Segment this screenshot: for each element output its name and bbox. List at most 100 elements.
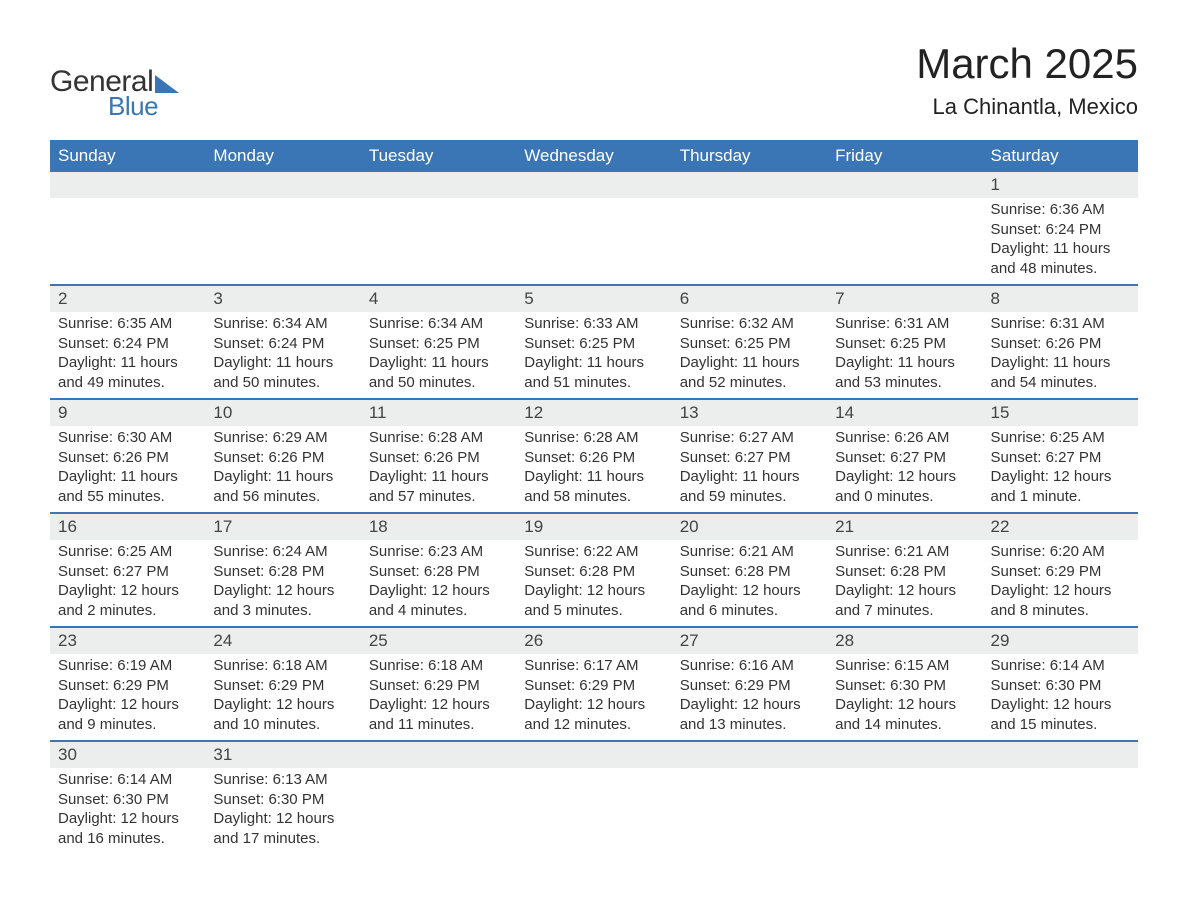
sunset-text: Sunset: 6:28 PM <box>369 562 508 582</box>
day-cell: Sunrise: 6:16 AMSunset: 6:29 PMDaylight:… <box>672 654 827 741</box>
daylight-text: Daylight: 12 hours and 2 minutes. <box>58 581 197 620</box>
day-cell: Sunrise: 6:25 AMSunset: 6:27 PMDaylight:… <box>50 540 205 627</box>
sunset-text: Sunset: 6:29 PM <box>991 562 1130 582</box>
daylight-text: Daylight: 11 hours and 48 minutes. <box>991 239 1130 278</box>
daylight-text: Daylight: 12 hours and 9 minutes. <box>58 695 197 734</box>
sunset-text: Sunset: 6:30 PM <box>213 790 352 810</box>
daylight-text: Daylight: 12 hours and 6 minutes. <box>680 581 819 620</box>
day-cell: Sunrise: 6:31 AMSunset: 6:26 PMDaylight:… <box>983 312 1138 399</box>
sunrise-text: Sunrise: 6:14 AM <box>991 656 1130 676</box>
page-header: General Blue March 2025 La Chinantla, Me… <box>50 40 1138 122</box>
sunset-text: Sunset: 6:29 PM <box>58 676 197 696</box>
sunrise-text: Sunrise: 6:30 AM <box>58 428 197 448</box>
sunrise-text: Sunrise: 6:26 AM <box>835 428 974 448</box>
day-cell <box>205 198 360 285</box>
day-number: 10 <box>205 399 360 426</box>
day-number: 12 <box>516 399 671 426</box>
week-daynum-row: 16171819202122 <box>50 513 1138 540</box>
sunrise-text: Sunrise: 6:14 AM <box>58 770 197 790</box>
sunset-text: Sunset: 6:28 PM <box>680 562 819 582</box>
sunset-text: Sunset: 6:25 PM <box>369 334 508 354</box>
sunrise-text: Sunrise: 6:18 AM <box>213 656 352 676</box>
day-number: 20 <box>672 513 827 540</box>
sunrise-text: Sunrise: 6:24 AM <box>213 542 352 562</box>
logo-text-blue: Blue <box>108 91 179 122</box>
day-number: 21 <box>827 513 982 540</box>
logo-flag-icon <box>155 75 179 93</box>
daylight-text: Daylight: 11 hours and 50 minutes. <box>213 353 352 392</box>
daylight-text: Daylight: 11 hours and 55 minutes. <box>58 467 197 506</box>
day-number: 4 <box>361 285 516 312</box>
day-cell <box>827 198 982 285</box>
daylight-text: Daylight: 12 hours and 15 minutes. <box>991 695 1130 734</box>
month-title: March 2025 <box>916 40 1138 88</box>
day-cell: Sunrise: 6:15 AMSunset: 6:30 PMDaylight:… <box>827 654 982 741</box>
week-content-row: Sunrise: 6:35 AMSunset: 6:24 PMDaylight:… <box>50 312 1138 399</box>
day-cell: Sunrise: 6:14 AMSunset: 6:30 PMDaylight:… <box>50 768 205 854</box>
sunrise-text: Sunrise: 6:29 AM <box>213 428 352 448</box>
sunrise-text: Sunrise: 6:23 AM <box>369 542 508 562</box>
sunrise-text: Sunrise: 6:31 AM <box>835 314 974 334</box>
week-daynum-row: 23242526272829 <box>50 627 1138 654</box>
sunrise-text: Sunrise: 6:19 AM <box>58 656 197 676</box>
day-number: 13 <box>672 399 827 426</box>
day-number: 26 <box>516 627 671 654</box>
sunset-text: Sunset: 6:27 PM <box>835 448 974 468</box>
daylight-text: Daylight: 11 hours and 53 minutes. <box>835 353 974 392</box>
day-cell: Sunrise: 6:34 AMSunset: 6:24 PMDaylight:… <box>205 312 360 399</box>
sunrise-text: Sunrise: 6:28 AM <box>524 428 663 448</box>
sunset-text: Sunset: 6:25 PM <box>835 334 974 354</box>
day-number <box>672 741 827 768</box>
sunset-text: Sunset: 6:24 PM <box>991 220 1130 240</box>
day-cell: Sunrise: 6:17 AMSunset: 6:29 PMDaylight:… <box>516 654 671 741</box>
sunrise-text: Sunrise: 6:36 AM <box>991 200 1130 220</box>
sunset-text: Sunset: 6:28 PM <box>524 562 663 582</box>
sunset-text: Sunset: 6:24 PM <box>58 334 197 354</box>
day-number: 3 <box>205 285 360 312</box>
day-header-sunday: Sunday <box>50 140 205 172</box>
day-header-monday: Monday <box>205 140 360 172</box>
day-number <box>361 172 516 198</box>
sunset-text: Sunset: 6:29 PM <box>524 676 663 696</box>
sunrise-text: Sunrise: 6:18 AM <box>369 656 508 676</box>
day-number: 8 <box>983 285 1138 312</box>
sunrise-text: Sunrise: 6:28 AM <box>369 428 508 448</box>
sunset-text: Sunset: 6:30 PM <box>835 676 974 696</box>
sunset-text: Sunset: 6:27 PM <box>58 562 197 582</box>
sunset-text: Sunset: 6:27 PM <box>991 448 1130 468</box>
day-cell: Sunrise: 6:18 AMSunset: 6:29 PMDaylight:… <box>205 654 360 741</box>
day-cell: Sunrise: 6:26 AMSunset: 6:27 PMDaylight:… <box>827 426 982 513</box>
day-cell: Sunrise: 6:21 AMSunset: 6:28 PMDaylight:… <box>672 540 827 627</box>
day-cell <box>361 198 516 285</box>
sunset-text: Sunset: 6:29 PM <box>369 676 508 696</box>
day-cell: Sunrise: 6:32 AMSunset: 6:25 PMDaylight:… <box>672 312 827 399</box>
day-number: 15 <box>983 399 1138 426</box>
day-number: 14 <box>827 399 982 426</box>
sunset-text: Sunset: 6:26 PM <box>213 448 352 468</box>
week-content-row: Sunrise: 6:30 AMSunset: 6:26 PMDaylight:… <box>50 426 1138 513</box>
week-daynum-row: 3031 <box>50 741 1138 768</box>
sunset-text: Sunset: 6:25 PM <box>680 334 819 354</box>
day-number: 1 <box>983 172 1138 198</box>
day-number <box>205 172 360 198</box>
day-number: 28 <box>827 627 982 654</box>
sunset-text: Sunset: 6:27 PM <box>680 448 819 468</box>
sunset-text: Sunset: 6:28 PM <box>835 562 974 582</box>
day-number <box>983 741 1138 768</box>
sunset-text: Sunset: 6:24 PM <box>213 334 352 354</box>
day-cell <box>672 768 827 854</box>
day-number: 19 <box>516 513 671 540</box>
sunrise-text: Sunrise: 6:21 AM <box>680 542 819 562</box>
day-number: 2 <box>50 285 205 312</box>
day-number: 24 <box>205 627 360 654</box>
daylight-text: Daylight: 11 hours and 56 minutes. <box>213 467 352 506</box>
day-header-row: Sunday Monday Tuesday Wednesday Thursday… <box>50 140 1138 172</box>
day-cell <box>516 198 671 285</box>
day-number: 17 <box>205 513 360 540</box>
day-cell: Sunrise: 6:27 AMSunset: 6:27 PMDaylight:… <box>672 426 827 513</box>
day-number: 30 <box>50 741 205 768</box>
day-number: 16 <box>50 513 205 540</box>
day-number: 27 <box>672 627 827 654</box>
sunrise-text: Sunrise: 6:17 AM <box>524 656 663 676</box>
week-daynum-row: 1 <box>50 172 1138 198</box>
